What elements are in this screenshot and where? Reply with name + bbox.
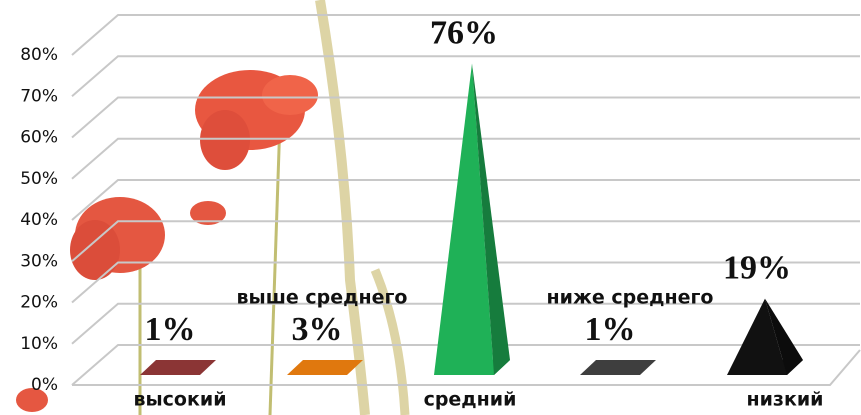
category-label: ниже среднего bbox=[547, 287, 714, 309]
pyramid-face bbox=[472, 63, 510, 375]
pyramid bbox=[434, 63, 510, 375]
y-tick-label: 50% bbox=[20, 169, 58, 189]
pyramid bbox=[727, 298, 803, 375]
value-label: 1% bbox=[585, 311, 636, 348]
pyramid-face bbox=[140, 360, 216, 375]
value-label: 19% bbox=[723, 249, 791, 286]
y-tick-label: 40% bbox=[20, 210, 58, 230]
grid-line bbox=[71, 179, 860, 221]
y-tick-label: 10% bbox=[20, 334, 58, 354]
y-tick-label: 30% bbox=[20, 251, 58, 271]
category-label: выше среднего bbox=[237, 287, 408, 309]
category-label: средний bbox=[424, 389, 517, 411]
value-label: 76% bbox=[430, 14, 498, 51]
floor bbox=[72, 349, 861, 386]
grid-line bbox=[71, 96, 860, 139]
category-label: низкий bbox=[746, 389, 823, 411]
value-label: 1% bbox=[145, 311, 196, 348]
grid-line bbox=[71, 220, 860, 263]
pyramid-face bbox=[765, 298, 803, 375]
y-tick-label: 60% bbox=[20, 128, 58, 148]
grid-line bbox=[71, 55, 860, 98]
y-tick-label: 80% bbox=[20, 45, 58, 65]
pyramid-face bbox=[434, 63, 494, 375]
background-flowers bbox=[16, 0, 410, 415]
y-tick-label: 20% bbox=[20, 293, 58, 313]
category-label: высокий bbox=[133, 389, 226, 411]
grid-line bbox=[71, 14, 860, 56]
grid-line bbox=[71, 137, 860, 180]
pyramid-face bbox=[287, 360, 363, 375]
grid-line bbox=[71, 344, 860, 386]
pyramid-face bbox=[580, 360, 656, 375]
pyramid bbox=[140, 360, 216, 375]
y-tick-label: 70% bbox=[20, 86, 58, 106]
pyramid bbox=[287, 360, 363, 375]
value-label: 3% bbox=[292, 311, 343, 348]
pyramid-face bbox=[727, 298, 787, 375]
pyramid bbox=[580, 360, 656, 375]
grid-line bbox=[71, 302, 860, 345]
grid-line bbox=[71, 261, 860, 304]
y-tick-label: 0% bbox=[31, 375, 58, 395]
